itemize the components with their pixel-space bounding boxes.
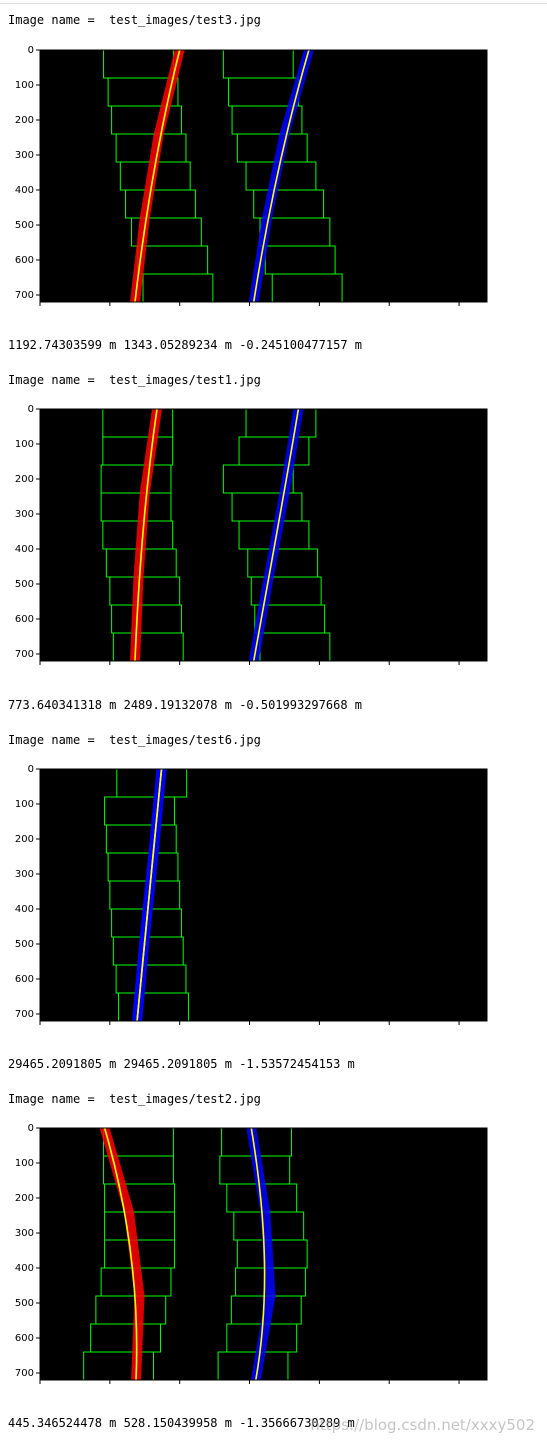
y-tick-label: 600 <box>15 974 34 985</box>
x-tick-label: 1200 <box>446 309 471 310</box>
y-tick-label: 700 <box>15 1009 34 1020</box>
y-tick-label: 500 <box>15 579 34 590</box>
y-tick-label: 300 <box>15 1228 34 1239</box>
x-tick-label: 200 <box>100 668 119 669</box>
lane-plot-2: 0 200 400 600 800 1000 1200 0 100 200 300 400 500 600… <box>0 399 547 669</box>
axes-frame <box>39 49 488 303</box>
y-tick-label: 100 <box>15 80 34 91</box>
axes-frame <box>39 1127 488 1381</box>
y-tick-label: 400 <box>15 185 34 196</box>
left-fit-line <box>134 49 181 303</box>
y-tick-label: 500 <box>15 220 34 231</box>
lane-plot-3: 0 200 400 600 800 1000 1200 0 100 200 300 400 500 600… <box>0 759 547 1029</box>
y-tick-label: 400 <box>15 1263 34 1274</box>
y-tick-label: 500 <box>15 939 34 950</box>
x-tick-label: 1000 <box>376 668 401 669</box>
y-tick-label: 100 <box>15 439 34 450</box>
x-tick-label: 600 <box>240 1387 259 1388</box>
y-tick-label: 400 <box>15 904 34 915</box>
axes-frame <box>39 408 488 662</box>
y-tick-label: 300 <box>15 150 34 161</box>
x-tick-label: 400 <box>170 668 189 669</box>
y-tick-label: 200 <box>15 834 34 845</box>
x-tick-label: 0 <box>37 1387 43 1388</box>
x-tick-label: 400 <box>170 309 189 310</box>
right-fit-line <box>252 49 310 303</box>
x-tick-label: 200 <box>100 309 119 310</box>
y-tick-label: 300 <box>15 869 34 880</box>
image-name-label-3: Image name = test_images/test6.jpg <box>8 733 261 747</box>
lane-plot-4: 0 200 400 600 800 1000 1200 0 100 200 300 400 500 600… <box>0 1118 547 1388</box>
x-tick-label: 600 <box>240 309 259 310</box>
x-tick-label: 200 <box>100 1028 119 1029</box>
y-tick-label: 200 <box>15 474 34 485</box>
left-fit-line <box>103 1127 138 1381</box>
y-tick-label: 600 <box>15 1333 34 1344</box>
axes-frame <box>39 768 488 1022</box>
image-name-label-4: Image name = test_images/test2.jpg <box>8 1092 261 1106</box>
x-tick-label: 0 <box>37 1028 43 1029</box>
x-tick-label: 800 <box>310 668 329 669</box>
curvature-result-4: 445.346524478 m 528.150439958 m -1.35666… <box>8 1416 355 1430</box>
y-tick-label: 600 <box>15 255 34 266</box>
x-tick-label: 1200 <box>446 1028 471 1029</box>
right-fit-line <box>252 408 300 662</box>
curvature-result-3: 29465.2091805 m 29465.2091805 m -1.53572… <box>8 1057 355 1071</box>
x-tick-label: 1200 <box>446 1387 471 1388</box>
x-tick-label: 1000 <box>376 1387 401 1388</box>
y-tick-label: 100 <box>15 1158 34 1169</box>
curvature-result-2: 773.640341318 m 2489.19132078 m -0.50199… <box>8 698 363 712</box>
y-tick-label: 0 <box>28 404 34 415</box>
image-name-label-2: Image name = test_images/test1.jpg <box>8 373 261 387</box>
watermark: https://blog.csdn.net/xxxy502 <box>310 1416 535 1434</box>
y-tick-label: 700 <box>15 290 34 301</box>
left-fit-line <box>134 408 158 662</box>
y-tick-label: 0 <box>28 45 34 56</box>
y-tick-label: 300 <box>15 509 34 520</box>
x-tick-label: 1000 <box>376 309 401 310</box>
x-tick-label: 400 <box>170 1387 189 1388</box>
plot-area <box>40 769 487 1021</box>
image-name-label-1: Image name = test_images/test3.jpg <box>8 13 261 27</box>
y-tick-label: 200 <box>15 115 34 126</box>
x-tick-label: 200 <box>100 1387 119 1388</box>
x-tick-label: 800 <box>310 309 329 310</box>
lane-plot-1: 0 200 400 600 800 1000 1200 0 100 200 300 400 500 600… <box>0 40 547 310</box>
y-tick-label: 100 <box>15 799 34 810</box>
y-tick-label: 0 <box>28 764 34 775</box>
y-tick-label: 400 <box>15 544 34 555</box>
right-lane-pixels <box>246 1128 276 1380</box>
x-tick-label: 600 <box>240 1028 259 1029</box>
x-tick-label: 1200 <box>446 668 471 669</box>
right-fit-line <box>136 768 163 1022</box>
x-tick-label: 0 <box>37 309 43 310</box>
y-tick-label: 700 <box>15 649 34 660</box>
x-tick-label: 800 <box>310 1387 329 1388</box>
x-tick-label: 0 <box>37 668 43 669</box>
x-tick-label: 600 <box>240 668 259 669</box>
y-tick-label: 700 <box>15 1368 34 1379</box>
cell-top-border <box>0 0 547 4</box>
y-tick-label: 500 <box>15 1298 34 1309</box>
curvature-result-1: 1192.74303599 m 1343.05289234 m -0.24510… <box>8 338 363 352</box>
y-tick-label: 600 <box>15 614 34 625</box>
right-fit-line <box>250 1127 266 1381</box>
y-tick-label: 0 <box>28 1123 34 1134</box>
x-tick-label: 400 <box>170 1028 189 1029</box>
x-tick-label: 1000 <box>376 1028 401 1029</box>
x-tick-label: 800 <box>310 1028 329 1029</box>
y-tick-label: 200 <box>15 1193 34 1204</box>
left-lane-pixels <box>99 1128 145 1380</box>
